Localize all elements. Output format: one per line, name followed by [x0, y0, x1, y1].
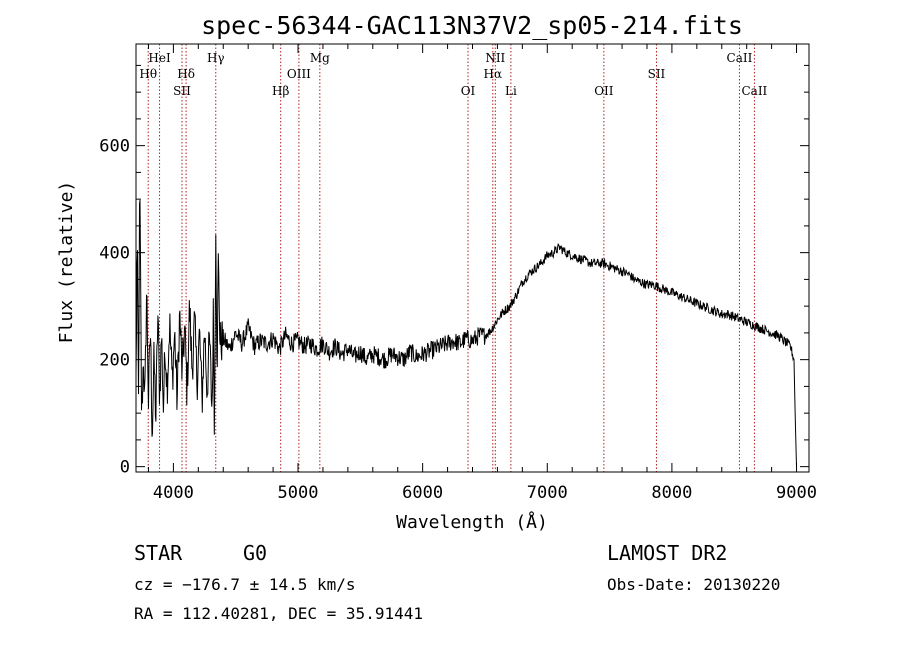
- spectral-line-label: OI: [461, 84, 476, 98]
- y-tick-label: 200: [99, 351, 130, 371]
- spectral-line-label: OIII: [287, 67, 311, 81]
- redshift-velocity: cz = −176.7 ± 14.5 km/s: [134, 575, 356, 594]
- x-tick-label: 7000: [527, 483, 568, 503]
- observation-date: Obs-Date: 20130220: [607, 575, 781, 594]
- y-axis-label: Flux (relative): [56, 181, 77, 344]
- y-tick-label: 600: [99, 137, 130, 157]
- spectral-line-label: Mg: [310, 51, 330, 65]
- plot-frame: [135, 43, 810, 473]
- spectral-line-label: Hβ: [272, 84, 289, 98]
- spectral-line-label: Li: [505, 84, 517, 98]
- spectral-line-label: HeI: [148, 51, 171, 65]
- spectral-line-label: NII: [485, 51, 505, 65]
- spectrum-series-line: [135, 199, 797, 467]
- x-tick-label: 9000: [776, 483, 817, 503]
- survey-name: LAMOST DR2: [607, 541, 728, 565]
- object-class: STAR: [134, 541, 183, 565]
- spectral-line-label: SII: [173, 84, 191, 98]
- axes: 4000 5000 6000 7000 8000 9000 0 200 400 600: [99, 44, 817, 503]
- x-tick-label: 4000: [153, 483, 194, 503]
- x-tick-label: 5000: [278, 483, 319, 503]
- spectral-line-label: OII: [594, 84, 614, 98]
- y-tick-label: 0: [120, 458, 130, 478]
- chart-title: spec-56344-GAC113N37V2_sp05-214.fits: [201, 11, 743, 40]
- object-subclass: G0: [243, 541, 268, 565]
- x-tick-label: 8000: [651, 483, 692, 503]
- spectral-line-label: Hδ: [177, 67, 195, 81]
- coordinates: RA = 112.40281, DEC = 35.91441: [134, 604, 423, 623]
- x-axis-label: Wavelength (Å): [396, 511, 548, 533]
- x-tick-label: 6000: [402, 483, 443, 503]
- spectral-line-label: CaII: [741, 84, 767, 98]
- spectral-line-label: CaII: [727, 51, 753, 65]
- y-tick-label: 400: [99, 244, 130, 264]
- spectral-line-label: Hγ: [207, 51, 225, 65]
- spectral-line-label: Hθ: [139, 67, 157, 81]
- spectral-line-label: Hα: [484, 67, 503, 81]
- spectral-line-label: SII: [648, 67, 666, 81]
